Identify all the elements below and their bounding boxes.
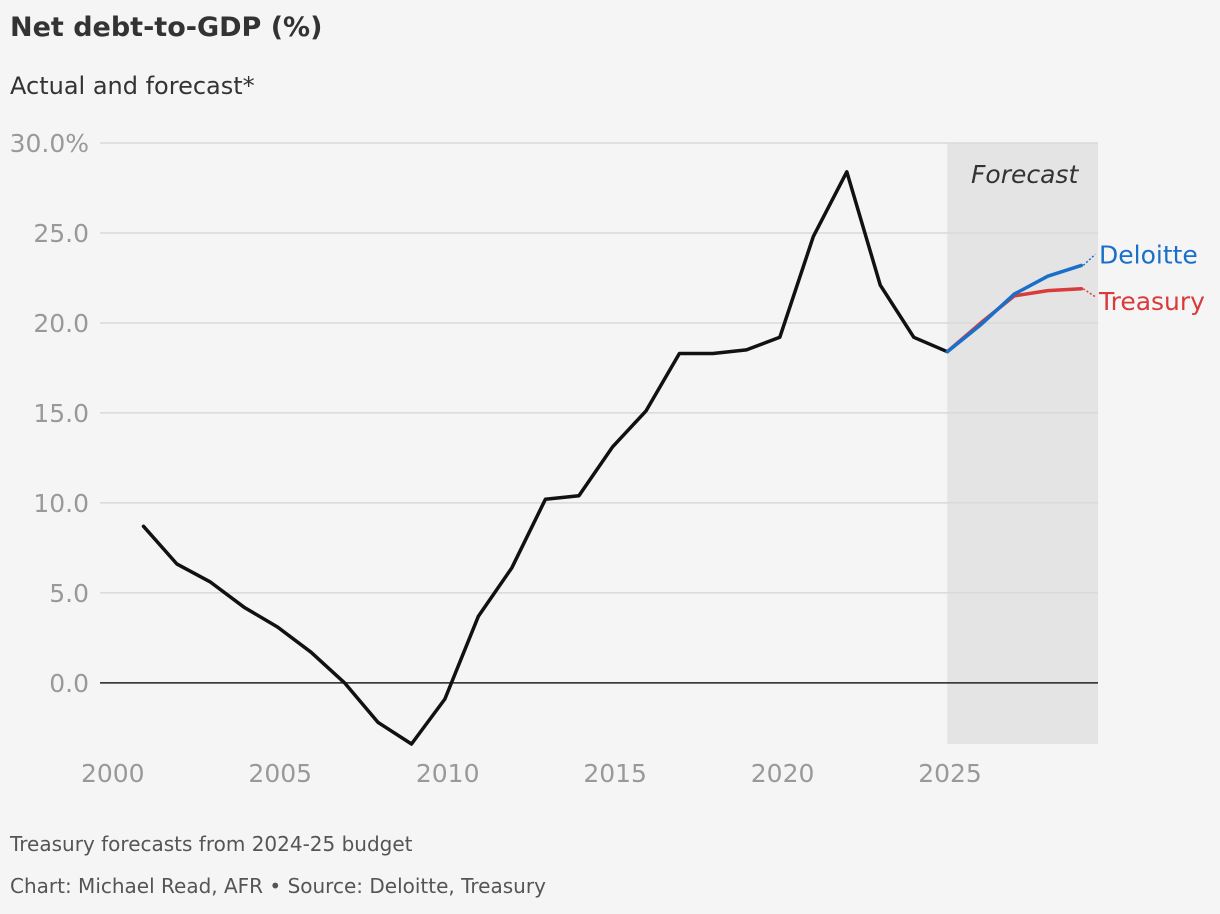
series-leader-deloitte <box>1082 253 1096 266</box>
x-tick-label: 2020 <box>751 759 815 788</box>
series-leader-treasury <box>1082 288 1096 298</box>
x-tick-label: 2010 <box>416 759 480 788</box>
x-tick-label: 2005 <box>248 759 312 788</box>
y-tick-label: 20.0 <box>33 309 89 338</box>
y-tick-label: 5.0 <box>49 579 89 608</box>
x-tick-label: 2015 <box>583 759 647 788</box>
forecast-label: Forecast <box>971 160 1079 189</box>
y-tick-label: 15.0 <box>33 399 89 428</box>
y-tick-label: 30.0% <box>10 129 89 158</box>
series-line-actual <box>141 170 950 746</box>
x-tick-label: 2000 <box>81 759 145 788</box>
chart-title: Net debt-to-GDP (%) <box>10 12 323 43</box>
series-label-deloitte: Deloitte <box>1099 240 1198 269</box>
series-line-deloitte <box>945 263 1084 354</box>
y-tick-label: 25.0 <box>33 219 89 248</box>
forecast-note: Treasury forecasts from 2024-25 budget <box>10 832 413 856</box>
forecast-region <box>947 143 1098 744</box>
chart-subtitle: Actual and forecast* <box>10 72 255 100</box>
y-tick-label: 0.0 <box>49 669 89 698</box>
y-tick-label: 10.0 <box>33 489 89 518</box>
source-credit: Chart: Michael Read, AFR • Source: Deloi… <box>10 874 546 898</box>
x-tick-label: 2025 <box>918 759 982 788</box>
series-label-treasury: Treasury <box>1098 287 1205 316</box>
